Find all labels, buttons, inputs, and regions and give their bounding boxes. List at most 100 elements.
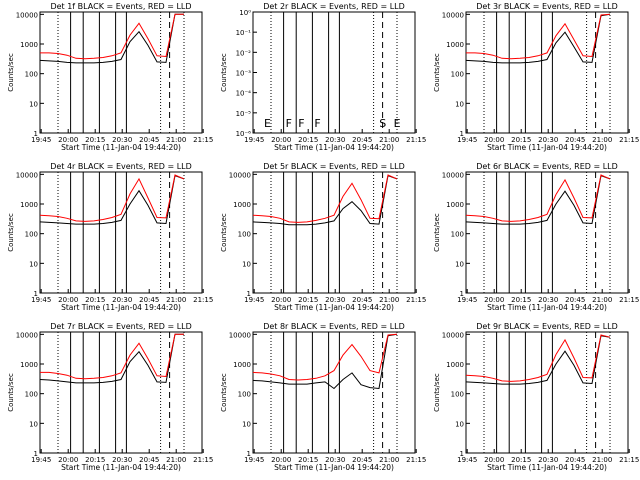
- x-tick-label: 19:45: [457, 456, 477, 464]
- y-tick-label: 1000: [20, 361, 38, 369]
- detector-panel-8: Det 8r BLACK = Events, RED = LLD 1 10 100 10…: [220, 322, 426, 472]
- y-tick-label: 1000: [233, 201, 251, 209]
- y-tick-label: 100: [451, 391, 464, 399]
- series-line-lld: [40, 333, 184, 380]
- x-axis-label: Start Time (11-Jan-04 19:44:20): [487, 303, 607, 312]
- x-tick-label: 21:15: [193, 456, 213, 464]
- x-tick-label: 20:00: [484, 136, 504, 144]
- detector-panel-7: Det 7r BLACK = Events, RED = LLD 1 10 100 10…: [7, 322, 213, 472]
- plot-frame: [39, 331, 203, 454]
- y-tick-label: 10⁻¹: [236, 29, 252, 37]
- series-line-events: [465, 13, 611, 64]
- y-tick-label: 10: [242, 420, 251, 428]
- x-axis-label: Start Time (11-Jan-04 19:44:20): [61, 463, 181, 472]
- plot-frame: [465, 171, 629, 294]
- x-tick-label: 19:45: [244, 296, 264, 304]
- plot-frame: [39, 171, 203, 294]
- x-axis-label: Start Time (11-Jan-04 19:44:20): [61, 303, 181, 312]
- y-axis-label: Counts/sec: [7, 373, 15, 412]
- x-tick-label: 20:00: [58, 136, 78, 144]
- panel-annotation: E: [394, 117, 401, 130]
- y-tick-label: 10000: [229, 331, 251, 339]
- y-tick-label: 1: [34, 130, 38, 138]
- x-tick-label: 21:15: [619, 136, 639, 144]
- x-tick-label: 19:45: [31, 136, 51, 144]
- detector-panel-3: Det 3r BLACK = Events, RED = LLD 1 10 100 10…: [433, 2, 639, 152]
- y-tick-label: 10: [455, 420, 464, 428]
- y-tick-label: 10000: [442, 11, 464, 19]
- x-tick-label: 20:15: [298, 456, 318, 464]
- plot-frame: [252, 331, 416, 454]
- x-tick-label: 20:45: [139, 456, 159, 464]
- x-tick-label: 21:00: [592, 136, 612, 144]
- x-tick-label: 20:15: [85, 296, 105, 304]
- x-tick-label: 21:00: [166, 136, 186, 144]
- panel-title: Det 7r BLACK = Events, RED = LLD: [50, 322, 192, 331]
- panel-annotation: F: [286, 117, 292, 130]
- x-tick-label: 20:15: [511, 296, 531, 304]
- y-tick-label: 100: [25, 231, 38, 239]
- x-tick-label: 20:00: [271, 296, 291, 304]
- y-axis-label: Counts/sec: [433, 213, 441, 252]
- panel-title: Det 5r BLACK = Events, RED = LLD: [263, 162, 405, 171]
- x-tick-label: 19:45: [457, 296, 477, 304]
- series-line-events: [39, 333, 184, 384]
- panel-title: Det 9r BLACK = Events, RED = LLD: [476, 322, 618, 331]
- series-line-lld: [252, 333, 398, 381]
- x-tick-label: 21:15: [193, 296, 213, 304]
- y-tick-label: 1: [34, 450, 38, 458]
- x-tick-label: 21:00: [166, 456, 186, 464]
- x-tick-label: 20:00: [58, 456, 78, 464]
- y-tick-label: 1: [34, 290, 38, 298]
- y-tick-label: 10⁻³: [236, 70, 252, 78]
- x-tick-label: 19:45: [31, 296, 51, 304]
- panel-title: Det 4r BLACK = Events, RED = LLD: [50, 162, 192, 171]
- x-tick-label: 21:15: [619, 456, 639, 464]
- x-axis-label: Start Time (11-Jan-04 19:44:20): [274, 303, 394, 312]
- y-axis-label: Counts/sec: [433, 53, 441, 92]
- x-tick-label: 20:30: [538, 136, 558, 144]
- x-tick-label: 19:45: [244, 136, 264, 144]
- x-tick-label: 20:30: [538, 456, 558, 464]
- panel-title: Det 3r BLACK = Events, RED = LLD: [476, 2, 618, 11]
- y-tick-label: 10⁻²: [236, 49, 252, 57]
- x-tick-label: 20:45: [565, 456, 585, 464]
- series-line-events: [465, 335, 611, 385]
- x-tick-label: 21:15: [406, 456, 426, 464]
- x-tick-label: 20:15: [511, 456, 531, 464]
- y-tick-label: 10⁻⁵: [236, 110, 252, 118]
- series-line-lld: [252, 174, 398, 223]
- y-tick-label: 100: [238, 231, 251, 239]
- x-tick-label: 19:45: [244, 456, 264, 464]
- panel-annotation: F: [314, 117, 320, 130]
- series-line-events: [252, 175, 398, 226]
- y-tick-label: 10: [242, 260, 251, 268]
- panel-title: Det 6r BLACK = Events, RED = LLD: [476, 162, 618, 171]
- y-axis-label: Counts/sec: [220, 213, 228, 252]
- series-line-lld: [466, 13, 611, 60]
- y-axis-label: Counts/sec: [7, 213, 15, 252]
- x-tick-label: 20:45: [139, 296, 159, 304]
- x-tick-label: 21:15: [406, 296, 426, 304]
- detector-panel-9: Det 9r BLACK = Events, RED = LLD 1 10 100 10…: [433, 322, 639, 472]
- x-tick-label: 20:30: [538, 296, 558, 304]
- y-tick-label: 1: [460, 290, 464, 298]
- y-tick-label: 10000: [442, 331, 464, 339]
- x-tick-label: 20:00: [484, 456, 504, 464]
- y-tick-label: 10000: [229, 171, 251, 179]
- y-tick-label: 1000: [446, 201, 464, 209]
- x-axis-label: Start Time (11-Jan-04 19:44:20): [61, 143, 181, 152]
- x-tick-label: 21:15: [406, 136, 426, 144]
- x-tick-label: 20:30: [112, 456, 132, 464]
- y-tick-label: 100: [25, 391, 38, 399]
- series-line-lld: [40, 13, 184, 60]
- y-tick-label: 10: [29, 420, 38, 428]
- x-tick-label: 21:00: [379, 136, 399, 144]
- series-line-events: [465, 175, 611, 225]
- series-line-events: [39, 13, 184, 64]
- panel-title: Det 1f BLACK = Events, RED = LLD: [50, 2, 191, 11]
- x-axis-label: Start Time (11-Jan-04 19:44:20): [274, 143, 394, 152]
- plot-frame: [252, 11, 416, 134]
- y-tick-label: 100: [451, 71, 464, 79]
